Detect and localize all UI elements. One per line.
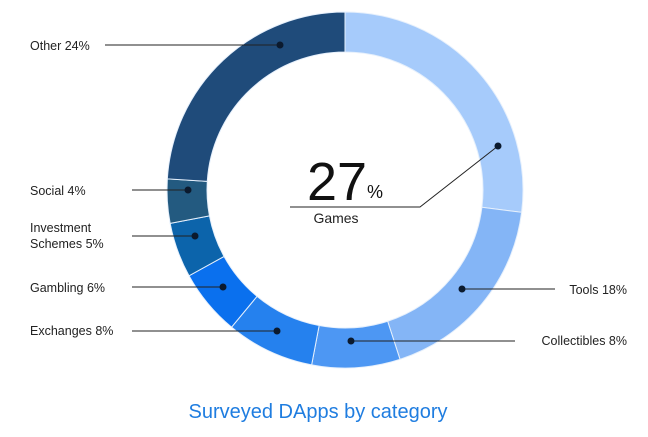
leader-line-games	[290, 145, 499, 208]
label-gambling: Gambling 6%	[30, 281, 105, 295]
label-exchanges: Exchanges 8%	[30, 324, 113, 338]
leader-dot-tools	[458, 285, 466, 293]
slice-social	[166, 178, 211, 224]
label-collectibles: Collectibles 8%	[542, 334, 627, 348]
label-investment-2: Schemes 5%	[30, 237, 104, 251]
center-unit: %	[367, 182, 383, 202]
leader-dot-exchanges	[273, 327, 281, 335]
leader-dot-social	[184, 186, 192, 194]
leader-dot-other	[276, 41, 284, 49]
slice-other	[166, 11, 346, 182]
label-other: Other 24%	[30, 39, 90, 53]
leader-dot-games	[494, 142, 502, 150]
center-label: Games	[313, 210, 358, 226]
label-tools: Tools 18%	[569, 283, 627, 297]
label-social: Social 4%	[30, 184, 86, 198]
chart-title: Surveyed DApps by category	[188, 401, 447, 423]
leader-dot-investment-schemes	[191, 232, 199, 240]
slice-tools	[387, 206, 523, 360]
center-value: 27	[307, 152, 367, 212]
leader-dot-collectibles	[347, 337, 355, 345]
slice-collectibles	[311, 320, 401, 369]
leader-dot-gambling	[219, 283, 227, 291]
label-investment-1: Investment	[30, 221, 92, 235]
